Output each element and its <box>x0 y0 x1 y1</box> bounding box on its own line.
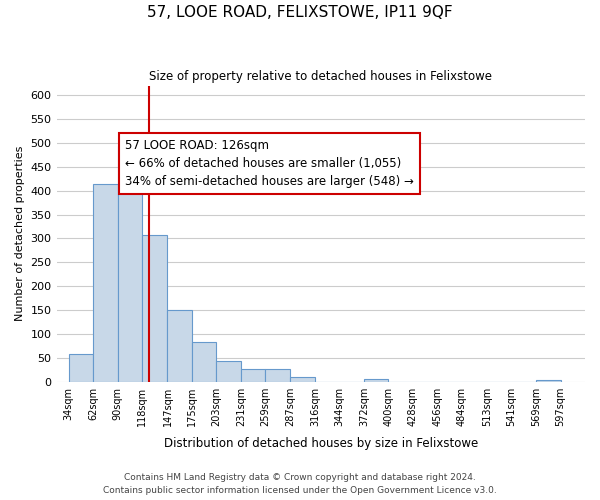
X-axis label: Distribution of detached houses by size in Felixstowe: Distribution of detached houses by size … <box>164 437 478 450</box>
Bar <box>364 380 388 382</box>
Bar <box>142 235 167 382</box>
Text: 57, LOOE ROAD, FELIXSTOWE, IP11 9QF: 57, LOOE ROAD, FELIXSTOWE, IP11 9QF <box>147 5 453 20</box>
Y-axis label: Number of detached properties: Number of detached properties <box>15 146 25 322</box>
Title: Size of property relative to detached houses in Felixstowe: Size of property relative to detached ho… <box>149 70 492 83</box>
Bar <box>536 380 560 382</box>
Bar <box>118 146 142 382</box>
Text: 57 LOOE ROAD: 126sqm
← 66% of detached houses are smaller (1,055)
34% of semi-de: 57 LOOE ROAD: 126sqm ← 66% of detached h… <box>125 139 414 188</box>
Bar <box>265 369 290 382</box>
Bar <box>241 369 265 382</box>
Bar <box>69 354 93 382</box>
Text: Contains HM Land Registry data © Crown copyright and database right 2024.
Contai: Contains HM Land Registry data © Crown c… <box>103 474 497 495</box>
Bar <box>192 342 217 382</box>
Bar <box>93 184 118 382</box>
Bar <box>290 377 315 382</box>
Bar <box>167 310 192 382</box>
Bar <box>217 360 241 382</box>
